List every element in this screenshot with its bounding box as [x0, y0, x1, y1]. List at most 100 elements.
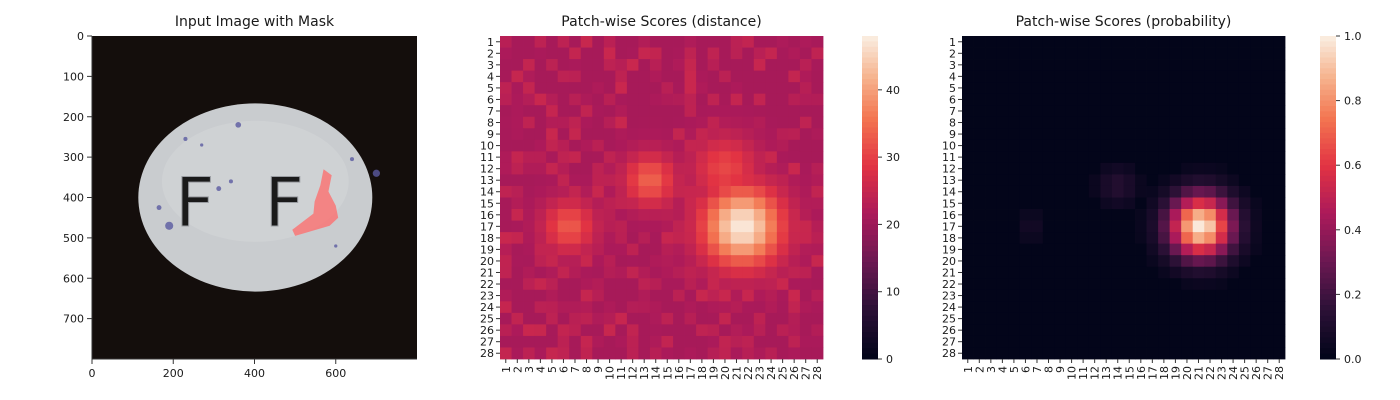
heatmap-cell: [1181, 82, 1194, 95]
heatmap-cell: [649, 324, 662, 337]
heatmap-cell: [1123, 301, 1136, 314]
heatmap-cell: [811, 105, 824, 118]
heatmap-cell: [511, 289, 524, 302]
heatmap-cell: [1181, 105, 1194, 118]
heatmap-cell: [973, 209, 986, 221]
heatmap-cell: [962, 278, 974, 291]
heatmap-cell: [1146, 116, 1159, 129]
colorbar-tick-label: 40: [886, 84, 900, 97]
heatmap-cell: [1204, 162, 1217, 175]
heatmap-cell: [580, 312, 593, 325]
heatmap-cell: [753, 47, 766, 60]
heatmap-cell: [1192, 255, 1205, 268]
heatmap-cell: [962, 82, 974, 95]
heatmap-cell: [742, 47, 755, 60]
heatmap-cell: [811, 151, 824, 164]
heatmap-cell: [1042, 220, 1055, 233]
heatmap-cell: [719, 266, 732, 279]
heatmap-cell: [1077, 324, 1090, 337]
heatmap-cell: [973, 312, 986, 325]
heatmap-cell: [580, 232, 593, 245]
heatmap-cell: [765, 185, 778, 198]
heatmap-cell: [1065, 289, 1078, 302]
heatmap-cell: [638, 289, 651, 302]
heatmap-cell: [1135, 47, 1147, 60]
heatmap-cell: [1135, 105, 1147, 118]
heatmap-cell: [1192, 105, 1205, 118]
heatmap-cell: [557, 128, 570, 141]
heatmap-cell: [1238, 93, 1251, 106]
heatmap-cell: [985, 232, 998, 245]
heatmap-cell: [557, 116, 570, 129]
heatmap-cell: [684, 289, 697, 302]
heatmap-cell: [1146, 59, 1159, 72]
heatmap-cell: [649, 36, 662, 48]
heatmap-cell: [1054, 278, 1067, 291]
heatmap-cell: [580, 36, 593, 48]
heatmap-cell: [742, 82, 755, 95]
heatmap-cell: [673, 312, 685, 325]
heatmap-cell: [673, 82, 685, 95]
heatmap-cell: [1273, 335, 1286, 348]
heatmap-cell: [696, 232, 709, 245]
heatmap-cell: [1042, 312, 1055, 325]
heatmap-cell: [1123, 59, 1136, 72]
heatmap-cell: [1008, 82, 1021, 95]
heatmap-cell: [638, 220, 651, 233]
heatmap-cell: [661, 347, 674, 360]
y-tick-label: 9: [949, 128, 956, 141]
heatmap-cell: [776, 220, 789, 233]
heatmap-cell: [1158, 289, 1171, 302]
heatmap-cell: [1204, 93, 1217, 106]
heatmap-cell: [603, 59, 616, 72]
heatmap-cell: [1088, 116, 1101, 129]
heatmap-cell: [799, 139, 812, 152]
heatmap-cell: [1250, 347, 1263, 360]
heatmap-cell: [1227, 209, 1240, 221]
heatmap-cell: [985, 93, 998, 106]
heatmap-cell: [1238, 36, 1251, 48]
colorbar-segment: [862, 208, 878, 215]
heatmap-cell: [730, 174, 743, 187]
heatmap-cell: [1204, 335, 1217, 348]
heatmap-cell: [1204, 70, 1217, 83]
heatmap-cell: [615, 139, 628, 152]
heatmap-cell: [1215, 128, 1228, 141]
x-tick-label: 0: [89, 367, 96, 380]
heatmap-cell: [1158, 70, 1171, 83]
colorbar-segment: [1320, 41, 1336, 48]
heatmap-cell: [1181, 139, 1194, 152]
heatmap-cell: [626, 59, 639, 72]
heatmap-cell: [1008, 116, 1021, 129]
heatmap-cell: [1215, 197, 1228, 210]
heatmap-cell: [534, 243, 547, 256]
heatmap-cell: [1227, 128, 1240, 141]
heatmap-cell: [511, 232, 524, 245]
heatmap-cell: [649, 82, 662, 95]
heatmap-cell: [511, 301, 524, 314]
heatmap-cell: [811, 232, 824, 245]
heatmap-cell: [557, 36, 570, 48]
heatmap-cell: [1227, 139, 1240, 152]
heatmap-cell: [1111, 116, 1124, 129]
heatmap-cell: [696, 255, 709, 268]
heatmap-cell: [719, 312, 732, 325]
heatmap-cell: [811, 59, 824, 72]
heatmap-cell: [511, 139, 524, 152]
heatmap-cell: [788, 209, 801, 221]
heatmap-cell: [569, 232, 582, 245]
heatmap-cell: [962, 197, 974, 210]
heatmap-cell: [673, 232, 685, 245]
heatmap-cell: [742, 301, 755, 314]
y-tick-label: 14: [942, 186, 956, 199]
heatmap-cell: [684, 185, 697, 198]
heatmap-cell: [776, 59, 789, 72]
heatmap-cell: [638, 128, 651, 141]
heatmap-cell: [580, 185, 593, 198]
heatmap-cell: [973, 243, 986, 256]
y-tick-label: 20: [480, 255, 494, 268]
heatmap-cell: [1227, 335, 1240, 348]
heatmap-cell: [661, 47, 674, 60]
heatmap-cell: [638, 93, 651, 106]
heatmap-cell: [1158, 162, 1171, 175]
